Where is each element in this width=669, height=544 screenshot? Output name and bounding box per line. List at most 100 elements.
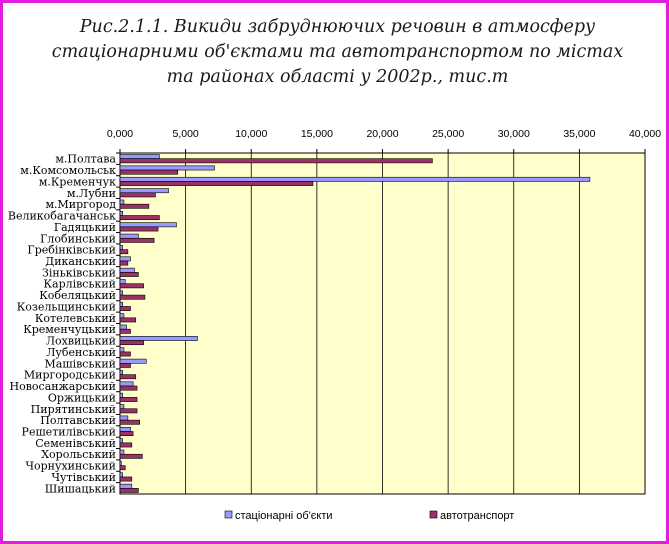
bar-stationary xyxy=(119,438,123,444)
category-label: м.Кременчук xyxy=(39,175,116,188)
category-label: Шишацький xyxy=(45,482,116,495)
bar-transport xyxy=(119,351,131,357)
category-label: Чорнухинський xyxy=(25,460,116,473)
bar-transport xyxy=(119,453,143,459)
bar-stationary xyxy=(119,176,591,182)
category-label: Пирятинський xyxy=(31,403,116,416)
bar-transport xyxy=(119,237,155,243)
x-tick-label: 20,000 xyxy=(366,128,398,140)
bar-transport xyxy=(119,419,140,425)
bar-stationary xyxy=(119,199,125,205)
bar-stationary xyxy=(119,472,123,478)
x-tick-label: 30,000 xyxy=(498,128,530,140)
category-label: Полтавський xyxy=(40,414,116,427)
bar-stationary xyxy=(119,358,147,364)
bar-stationary xyxy=(119,392,123,398)
x-tick-label: 35,000 xyxy=(563,128,595,140)
bar-transport xyxy=(119,294,146,300)
bar-transport xyxy=(119,488,139,493)
category-label: Диканський xyxy=(45,255,116,268)
category-label: м.Комсомольськ xyxy=(20,164,116,177)
bar-stationary xyxy=(119,290,123,296)
category-label: м.Полтава xyxy=(55,153,116,166)
bar-stationary xyxy=(119,233,139,239)
category-label: Гадяцький xyxy=(54,221,116,234)
category-label: Котелевський xyxy=(35,312,116,325)
title-line-1: Рис.2.1.1. Викиди забруднюючих речовин в… xyxy=(79,17,596,37)
bar-stationary xyxy=(119,426,131,432)
bar-transport xyxy=(119,397,138,402)
category-label: Кобеляцький xyxy=(39,289,116,302)
category-label: Оржицький xyxy=(48,391,116,404)
title-line-3: та районах області у 2002р., тис.т xyxy=(166,67,509,87)
x-tick-label: 25,000 xyxy=(432,128,464,140)
x-tick-label: 40,000 xyxy=(629,128,661,140)
legend-label: автотранспорт xyxy=(440,510,514,522)
category-label: Гребінківський xyxy=(27,244,116,257)
bar-transport xyxy=(119,328,131,334)
bar-transport xyxy=(119,215,160,221)
legend-swatch xyxy=(224,510,233,519)
bar-transport xyxy=(119,169,179,175)
bar-stationary xyxy=(119,313,125,319)
bar-stationary xyxy=(119,154,160,159)
bar-transport xyxy=(119,272,139,277)
bar-transport xyxy=(119,374,137,380)
category-label: Хорольський xyxy=(41,448,116,461)
bar-stationary xyxy=(119,336,198,341)
bar-transport xyxy=(119,226,159,232)
bar-transport xyxy=(119,192,156,198)
category-label: Лохвицький xyxy=(46,335,116,348)
bar-stationary xyxy=(119,324,127,330)
bar-stationary xyxy=(119,222,177,228)
chart-title: Рис.2.1.1. Викиди забруднюючих речовин в… xyxy=(23,15,652,90)
title-line-2: стаціонарними об'єктами та автотранспорт… xyxy=(51,42,624,62)
bar-stationary xyxy=(119,256,131,262)
category-label: Семенівський xyxy=(35,437,116,450)
bar-transport xyxy=(119,340,144,346)
bar-stationary xyxy=(119,211,123,216)
bar-transport xyxy=(119,260,129,266)
category-label: Лубенський xyxy=(46,346,116,359)
bar-transport xyxy=(119,181,314,186)
category-label: м.Лубни xyxy=(67,187,116,200)
bar-stationary xyxy=(119,415,129,421)
category-label: Козельщинський xyxy=(17,300,116,313)
x-tick-label: 0,000 xyxy=(107,128,133,140)
bar-transport xyxy=(119,431,134,436)
bar-transport xyxy=(119,476,133,482)
bar-transport xyxy=(119,362,131,368)
bar-stationary xyxy=(119,188,169,194)
bar-transport xyxy=(119,203,150,209)
category-label: м.Миргород xyxy=(45,198,116,211)
category-label: Глобинський xyxy=(40,232,116,245)
category-label: Великобагачанськ xyxy=(8,210,116,223)
category-label: Чутівський xyxy=(52,471,116,484)
bar-transport xyxy=(119,465,126,471)
bar-stationary xyxy=(119,461,122,466)
category-label: Новосанжарський xyxy=(10,380,117,393)
category-label: Зіньківський xyxy=(42,266,116,279)
bar-stationary xyxy=(119,483,133,489)
bar-transport xyxy=(119,249,129,255)
bar-stationary xyxy=(119,449,125,455)
bar-stationary xyxy=(119,370,123,375)
x-tick-label: 5,000 xyxy=(172,128,198,140)
x-tick-label: 10,000 xyxy=(235,128,267,140)
legend-swatch xyxy=(429,510,438,519)
bar-transport xyxy=(119,317,137,323)
bar-transport xyxy=(119,442,133,448)
bar-stationary xyxy=(119,245,123,250)
bar-stationary xyxy=(119,165,215,171)
bar-transport xyxy=(119,408,138,414)
category-label: Решетилівський xyxy=(22,425,116,438)
bar-stationary xyxy=(119,381,134,387)
bar-stationary xyxy=(119,404,125,410)
bar-transport xyxy=(119,283,144,289)
bar-stationary xyxy=(119,347,125,353)
bar-transport xyxy=(119,158,433,164)
legend-label: стаціонарні об'єкти xyxy=(235,510,333,522)
bar-stationary xyxy=(119,267,135,273)
category-label: Кременчуцький xyxy=(23,323,116,336)
